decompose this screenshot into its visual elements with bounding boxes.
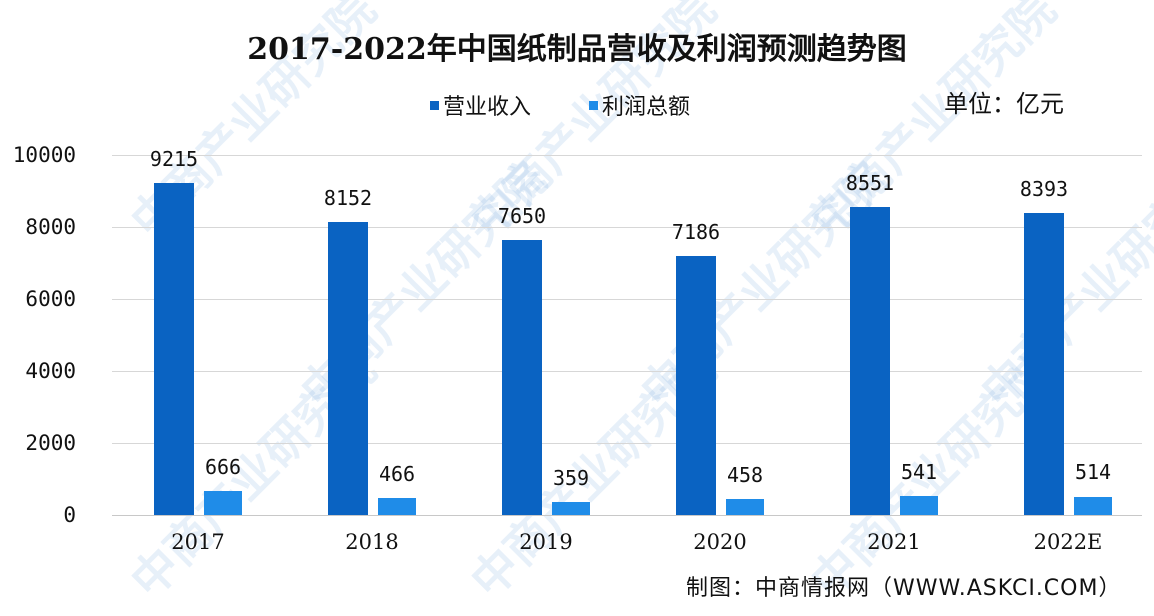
x-axis-line <box>112 515 1142 516</box>
chart-title: 2017-2022年中国纸制品营收及利润预测趋势图 <box>247 32 907 67</box>
data-label: 359 <box>552 466 590 491</box>
legend-label: 利润总额 <box>602 95 691 120</box>
data-label: 8551 <box>845 171 895 196</box>
plot-area: 9215 666 8152 466 7650 359 7186 458 8551 541 8393 5… <box>112 147 1142 516</box>
bar-revenue <box>1024 212 1064 515</box>
x-tick-label: 2022E <box>1033 530 1103 554</box>
x-tick-label: 2017 <box>171 530 225 554</box>
data-label: 7650 <box>497 203 547 228</box>
y-tick-label: 10000 <box>12 143 76 167</box>
bar-profit <box>378 498 416 515</box>
source-footer: 制图：中商情报网（WWW.ASKCI.COM） <box>686 576 1122 601</box>
legend-item-profit: 利润总额 <box>589 89 690 121</box>
x-tick-label: 2018 <box>345 530 399 554</box>
gridline <box>112 443 1142 444</box>
bar-revenue <box>676 256 716 515</box>
legend-label: 营业收入 <box>443 95 532 120</box>
data-label: 541 <box>900 459 938 484</box>
gridline <box>112 371 1142 372</box>
bar-profit <box>552 502 590 515</box>
data-label: 458 <box>726 462 764 487</box>
data-label: 7186 <box>671 220 721 245</box>
unit-label: 单位：亿元 <box>944 90 1064 118</box>
legend-swatch-icon <box>430 100 439 110</box>
chart-legend: 营业收入 利润总额 <box>430 90 748 120</box>
x-tick-label: 2021 <box>867 530 921 554</box>
y-tick-label: 8000 <box>25 215 76 239</box>
bar-profit <box>900 495 938 515</box>
x-tick-label: 2020 <box>693 530 747 554</box>
gridline <box>112 155 1142 156</box>
y-tick-label: 2000 <box>25 431 76 455</box>
y-tick-label: 0 <box>63 503 76 527</box>
y-tick-label: 4000 <box>25 359 76 383</box>
bar-revenue <box>850 207 890 515</box>
y-tick-label: 6000 <box>25 287 76 311</box>
bar-profit <box>726 498 764 515</box>
gridline <box>112 299 1142 300</box>
bar-revenue <box>154 183 194 515</box>
data-label: 514 <box>1074 460 1112 485</box>
data-label: 9215 <box>149 147 199 172</box>
bar-revenue <box>502 239 542 515</box>
bar-profit <box>1074 496 1112 515</box>
bar-profit <box>204 491 242 515</box>
data-label: 666 <box>204 455 242 480</box>
legend-swatch-icon <box>589 100 599 110</box>
bar-revenue <box>328 221 368 515</box>
gridline <box>112 227 1142 228</box>
x-tick-label: 2019 <box>519 530 573 554</box>
legend-item-revenue: 营业收入 <box>430 89 531 121</box>
data-label: 466 <box>378 462 416 487</box>
data-label: 8393 <box>1019 176 1069 201</box>
data-label: 8152 <box>323 185 373 210</box>
